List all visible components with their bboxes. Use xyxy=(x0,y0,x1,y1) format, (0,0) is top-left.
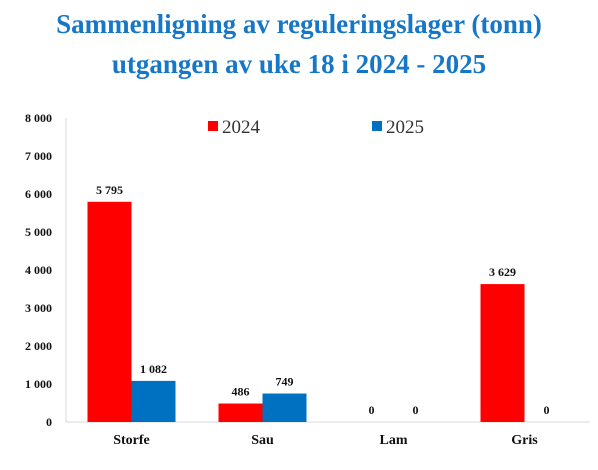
x-tick-label: Sau xyxy=(251,433,274,448)
chart-title-line2: utgangen av uke 18 i 2024 - 2025 xyxy=(111,49,487,79)
y-tick-label: 8 000 xyxy=(25,111,52,125)
chart-title-line1: Sammenligning av reguleringslager (tonn) xyxy=(56,9,542,39)
legend-label-2024: 2024 xyxy=(222,117,261,138)
data-label: 486 xyxy=(232,385,250,399)
bar-2025-storfe xyxy=(131,380,176,422)
x-tick-label: Storfe xyxy=(113,433,150,448)
legend-swatch-2025 xyxy=(372,121,382,131)
bar-2024-storfe xyxy=(87,201,132,422)
y-tick-label: 0 xyxy=(46,415,52,429)
y-tick-label: 4 000 xyxy=(25,263,52,277)
data-label: 749 xyxy=(276,375,294,389)
data-label: 5 795 xyxy=(96,183,123,197)
bar-2024-gris xyxy=(480,284,525,422)
y-tick-label: 2 000 xyxy=(25,339,52,353)
data-label: 1 082 xyxy=(140,362,167,376)
y-tick-label: 3 000 xyxy=(25,301,52,315)
x-tick-label: Gris xyxy=(511,433,538,448)
x-tick-label: Lam xyxy=(380,433,408,448)
y-tick-label: 5 000 xyxy=(25,225,52,239)
legend-label-2025: 2025 xyxy=(386,117,424,138)
chart-title: Sammenligning av reguleringslager (tonn)… xyxy=(0,4,598,84)
bar-2024-sau xyxy=(218,403,263,422)
data-label: 0 xyxy=(413,403,419,417)
data-label: 0 xyxy=(369,403,375,417)
bar-2025-sau xyxy=(262,393,307,422)
data-label: 0 xyxy=(544,403,550,417)
data-label: 3 629 xyxy=(489,265,516,279)
y-tick-label: 7 000 xyxy=(25,149,52,163)
y-tick-label: 6 000 xyxy=(25,187,52,201)
y-tick-label: 1 000 xyxy=(25,377,52,391)
legend-swatch-2024 xyxy=(208,121,218,131)
